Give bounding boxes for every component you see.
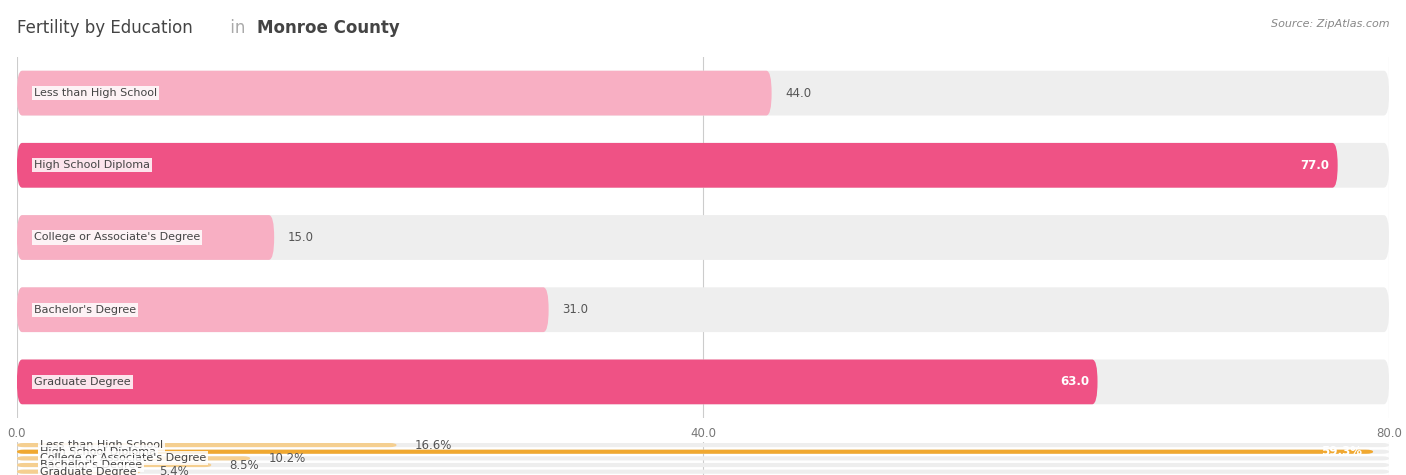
FancyBboxPatch shape <box>17 287 1389 332</box>
FancyBboxPatch shape <box>17 71 1389 115</box>
Text: 59.3%: 59.3% <box>1320 445 1361 458</box>
Text: Bachelor's Degree: Bachelor's Degree <box>34 304 136 315</box>
FancyBboxPatch shape <box>17 215 274 260</box>
Text: 10.2%: 10.2% <box>269 452 305 465</box>
FancyBboxPatch shape <box>17 143 1389 188</box>
Text: 16.6%: 16.6% <box>415 438 453 452</box>
Text: Monroe County: Monroe County <box>257 19 401 37</box>
Text: 8.5%: 8.5% <box>229 458 259 472</box>
FancyBboxPatch shape <box>17 470 1389 474</box>
FancyBboxPatch shape <box>17 360 1389 404</box>
FancyBboxPatch shape <box>17 143 1337 188</box>
Text: in: in <box>225 19 250 37</box>
Text: 63.0: 63.0 <box>1060 375 1088 389</box>
Text: 15.0: 15.0 <box>288 231 314 244</box>
Text: College or Associate's Degree: College or Associate's Degree <box>34 232 200 243</box>
Text: 5.4%: 5.4% <box>159 465 188 475</box>
FancyBboxPatch shape <box>17 456 1389 460</box>
Text: Graduate Degree: Graduate Degree <box>39 466 136 475</box>
Text: Graduate Degree: Graduate Degree <box>34 377 131 387</box>
Text: Fertility by Education: Fertility by Education <box>17 19 193 37</box>
Text: College or Associate's Degree: College or Associate's Degree <box>39 453 207 464</box>
Text: Bachelor's Degree: Bachelor's Degree <box>39 460 142 470</box>
Text: 77.0: 77.0 <box>1301 159 1329 172</box>
FancyBboxPatch shape <box>17 215 1389 260</box>
FancyBboxPatch shape <box>17 450 1374 454</box>
Text: Less than High School: Less than High School <box>34 88 157 98</box>
FancyBboxPatch shape <box>17 463 1389 467</box>
FancyBboxPatch shape <box>17 443 1389 447</box>
Text: 31.0: 31.0 <box>562 303 588 316</box>
FancyBboxPatch shape <box>17 463 211 467</box>
FancyBboxPatch shape <box>17 470 141 474</box>
FancyBboxPatch shape <box>17 287 548 332</box>
FancyBboxPatch shape <box>17 443 396 447</box>
Text: High School Diploma: High School Diploma <box>34 160 150 171</box>
Text: 44.0: 44.0 <box>786 86 811 100</box>
FancyBboxPatch shape <box>17 360 1098 404</box>
FancyBboxPatch shape <box>17 456 250 460</box>
Text: High School Diploma: High School Diploma <box>39 446 156 457</box>
Text: Source: ZipAtlas.com: Source: ZipAtlas.com <box>1271 19 1389 29</box>
FancyBboxPatch shape <box>17 450 1389 454</box>
FancyBboxPatch shape <box>17 71 772 115</box>
Text: Less than High School: Less than High School <box>39 440 163 450</box>
